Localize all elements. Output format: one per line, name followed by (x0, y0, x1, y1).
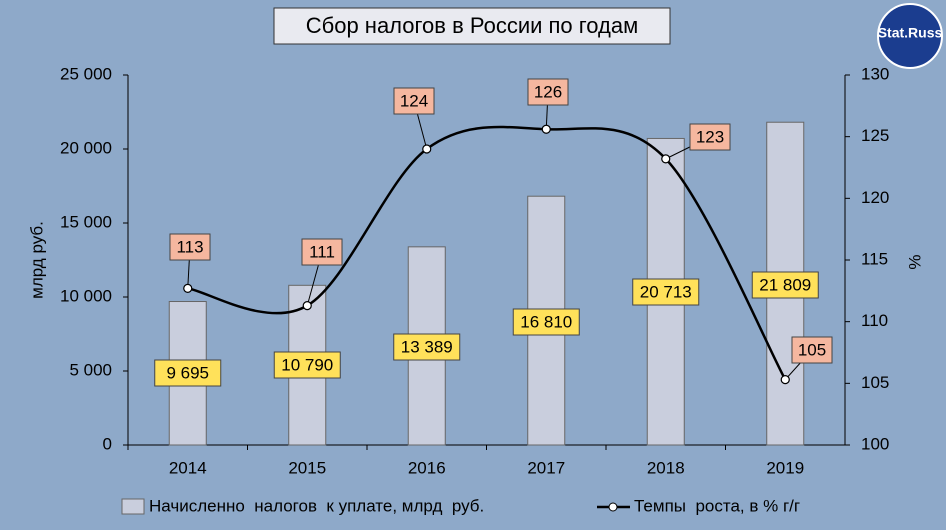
bar-value-label-box (154, 359, 222, 387)
legend-marker (608, 502, 618, 512)
bar-value-label: 9 695 (166, 363, 209, 382)
line-value-label-box (689, 123, 731, 151)
line-marker (661, 154, 671, 164)
legend-label: Начисленно налогов к уплате, млрд руб. (149, 496, 484, 515)
y-axis-label: млрд руб. (27, 221, 46, 299)
line-value-label: 124 (400, 91, 428, 110)
line-marker (422, 144, 432, 154)
line-value-label-box (169, 233, 211, 261)
bar-value-label-box (273, 351, 341, 379)
chart-title: Сбор налогов в России по годам (306, 13, 639, 38)
line-value-label: 123 (696, 127, 724, 146)
bar-value-label-box (751, 271, 819, 299)
line-marker (183, 283, 193, 293)
line-value-label-box (791, 336, 833, 364)
y2-tick-label: 100 (861, 434, 889, 453)
x-tick-label: 2015 (288, 458, 326, 477)
y2-tick-label: 130 (861, 64, 889, 83)
x-tick-label: 2016 (408, 458, 446, 477)
line-marker (302, 301, 312, 311)
title-box (273, 7, 671, 45)
y2-tick-label: 115 (861, 249, 888, 268)
line-value-label: 111 (309, 242, 335, 261)
y2-tick-label: 110 (861, 311, 888, 330)
bar-value-label-box (393, 333, 461, 361)
logo-badge (877, 3, 943, 69)
bar-value-label-box (632, 278, 700, 306)
legend-label: Темпы роста, в % г/г (634, 496, 800, 515)
line-value-label: 105 (798, 340, 826, 359)
bar-value-label-box (512, 308, 580, 336)
y-tick-label: 0 (103, 434, 112, 453)
bar-value-label: 21 809 (759, 275, 811, 294)
y2-tick-label: 120 (861, 188, 889, 207)
y2-axis-label: % (905, 254, 924, 269)
x-tick-label: 2014 (169, 458, 207, 477)
y2-tick-label: 125 (861, 126, 889, 145)
y-tick-label: 10 000 (60, 286, 112, 305)
y-tick-label: 5 000 (69, 360, 112, 379)
line-value-label-box (393, 87, 435, 115)
line-marker (780, 375, 790, 385)
x-tick-label: 2019 (766, 458, 804, 477)
logo-text: Stat.Russ (878, 25, 943, 41)
x-tick-label: 2017 (527, 458, 565, 477)
bar-value-label: 20 713 (640, 282, 692, 301)
line-marker (541, 124, 551, 134)
y-tick-label: 15 000 (60, 212, 112, 231)
y-tick-label: 20 000 (60, 138, 112, 157)
y2-tick-label: 105 (861, 373, 889, 392)
line-value-label: 113 (176, 237, 203, 256)
x-tick-label: 2018 (647, 458, 685, 477)
legend-swatch (121, 498, 145, 515)
bar-value-label: 16 810 (520, 312, 572, 331)
y-tick-label: 25 000 (60, 64, 112, 83)
bar-value-label: 10 790 (281, 355, 333, 374)
line-value-label: 126 (534, 82, 562, 101)
line-value-label-box (301, 238, 343, 266)
bar-value-label: 13 389 (401, 337, 453, 356)
line-value-label-box (527, 78, 569, 106)
